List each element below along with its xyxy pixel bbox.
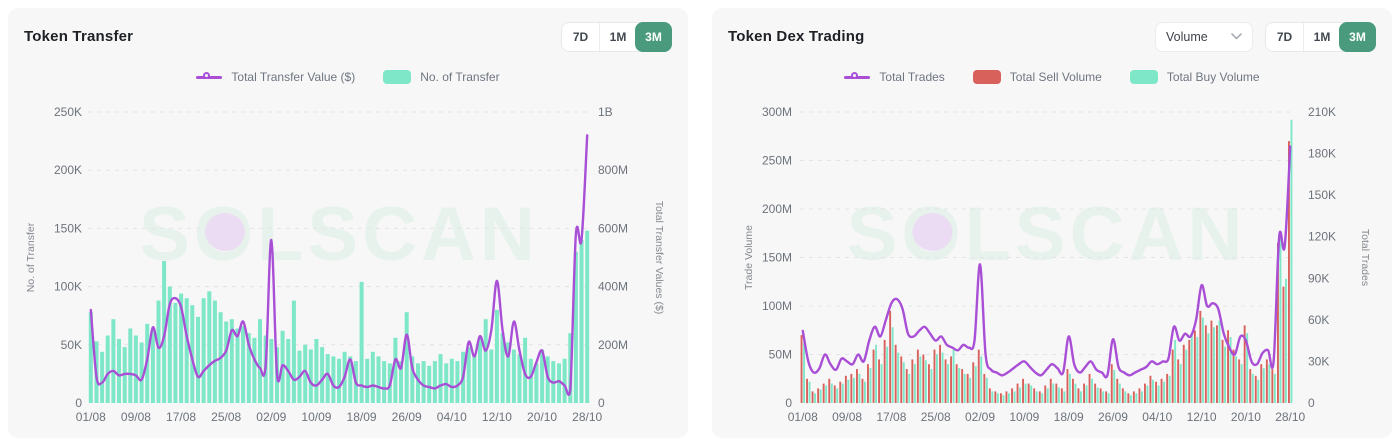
token-dex-trading-panel: Token Dex Trading Volume 7D 1M 3M Total … xyxy=(712,8,1392,438)
svg-text:0: 0 xyxy=(598,396,605,410)
teal-swatch-icon xyxy=(1129,70,1158,84)
svg-text:Total Trades: Total Trades xyxy=(1359,229,1371,286)
svg-text:Total Transfer Values ($): Total Transfer Values ($) xyxy=(653,201,665,315)
svg-text:04/10: 04/10 xyxy=(437,410,467,424)
svg-text:10/09: 10/09 xyxy=(1009,410,1039,424)
svg-text:17/08: 17/08 xyxy=(876,410,906,424)
svg-text:20/10: 20/10 xyxy=(1231,410,1261,424)
legend-item-total-buy-volume[interactable]: Total Buy Volume xyxy=(1129,70,1260,84)
svg-text:210K: 210K xyxy=(1308,105,1336,119)
teal-swatch-icon xyxy=(383,70,412,84)
svg-text:SOLSCAN: SOLSCAN xyxy=(847,192,1247,277)
svg-text:01/08: 01/08 xyxy=(76,410,106,424)
svg-text:200M: 200M xyxy=(762,202,792,216)
svg-text:150K: 150K xyxy=(54,221,82,235)
svg-text:30K: 30K xyxy=(1308,354,1329,368)
range-selector: 7D 1M 3M xyxy=(561,21,672,52)
range-button-3m[interactable]: 3M xyxy=(1339,21,1376,52)
panel-title-token-transfer: Token Transfer xyxy=(24,28,134,45)
svg-text:0: 0 xyxy=(1308,396,1315,410)
svg-text:26/09: 26/09 xyxy=(392,410,422,424)
legend-item-total-sell-volume[interactable]: Total Sell Volume xyxy=(972,70,1102,84)
svg-text:Trade Volume: Trade Volume xyxy=(743,225,755,290)
svg-text:200K: 200K xyxy=(54,163,82,177)
line-circle-marker-icon xyxy=(196,71,223,79)
svg-text:180K: 180K xyxy=(1308,147,1336,161)
legend-item-no-of-transfer[interactable]: No. of Transfer xyxy=(383,70,500,84)
svg-text:120K: 120K xyxy=(1308,230,1336,244)
svg-text:28/10: 28/10 xyxy=(1275,410,1305,424)
token-transfer-chart[interactable]: SOLSCAN 250K 200K 150K 100K 50K 0 1B 800M 600M 400… xyxy=(8,8,688,438)
svg-text:17/08: 17/08 xyxy=(166,410,196,424)
svg-text:09/08: 09/08 xyxy=(832,410,862,424)
svg-text:90K: 90K xyxy=(1308,271,1329,285)
legend-item-total-trades[interactable]: Total Trades xyxy=(844,70,945,84)
line-circle-marker-icon xyxy=(844,71,871,79)
svg-text:250K: 250K xyxy=(54,105,82,119)
token-transfer-header: Token Transfer 7D 1M 3M xyxy=(8,8,688,52)
red-swatch-icon xyxy=(972,70,1001,84)
svg-text:18/09: 18/09 xyxy=(1054,410,1084,424)
svg-text:250M: 250M xyxy=(762,154,792,168)
range-button-3m[interactable]: 3M xyxy=(635,21,672,52)
svg-text:100M: 100M xyxy=(762,299,792,313)
svg-text:12/10: 12/10 xyxy=(482,410,512,424)
svg-text:09/08: 09/08 xyxy=(121,410,151,424)
svg-text:50K: 50K xyxy=(61,338,82,352)
svg-text:SOLSCAN: SOLSCAN xyxy=(139,192,539,277)
svg-text:50M: 50M xyxy=(769,348,792,362)
svg-text:400M: 400M xyxy=(598,280,628,294)
svg-text:0: 0 xyxy=(75,396,82,410)
range-button-1m[interactable]: 1M xyxy=(1303,22,1340,51)
token-transfer-panel: Token Transfer 7D 1M 3M Total Transfer V… xyxy=(8,8,688,438)
svg-text:60K: 60K xyxy=(1308,313,1329,327)
legend-item-total-transfer-value[interactable]: Total Transfer Value ($) xyxy=(196,70,355,84)
svg-text:25/08: 25/08 xyxy=(211,410,241,424)
token-dex-trading-legend: Total Trades Total Sell Volume Total Buy… xyxy=(712,69,1392,85)
svg-text:18/09: 18/09 xyxy=(347,410,377,424)
svg-text:800M: 800M xyxy=(598,163,628,177)
svg-text:1B: 1B xyxy=(598,105,613,119)
svg-text:150M: 150M xyxy=(762,251,792,265)
svg-text:100K: 100K xyxy=(54,280,82,294)
svg-text:04/10: 04/10 xyxy=(1142,410,1172,424)
svg-text:150K: 150K xyxy=(1308,188,1336,202)
range-button-1m[interactable]: 1M xyxy=(599,22,636,51)
range-selector: 7D 1M 3M xyxy=(1265,21,1376,52)
svg-text:No. of Transfer: No. of Transfer xyxy=(25,222,37,292)
token-transfer-legend: Total Transfer Value ($) No. of Transfer xyxy=(8,69,688,85)
svg-text:02/09: 02/09 xyxy=(965,410,995,424)
svg-text:20/10: 20/10 xyxy=(527,410,557,424)
token-dex-trading-chart[interactable]: SOLSCAN 300M 250M 200M 150M 100M 50M 0 210K 180K 1… xyxy=(712,8,1392,438)
svg-text:10/09: 10/09 xyxy=(301,410,331,424)
svg-text:28/10: 28/10 xyxy=(572,410,602,424)
volume-dropdown[interactable]: Volume xyxy=(1155,21,1253,52)
svg-text:12/10: 12/10 xyxy=(1187,410,1217,424)
svg-text:300M: 300M xyxy=(762,105,792,119)
token-dex-trading-header: Token Dex Trading Volume 7D 1M 3M xyxy=(712,8,1392,52)
chevron-down-icon xyxy=(1231,33,1242,40)
svg-text:200M: 200M xyxy=(598,338,628,352)
range-button-7d[interactable]: 7D xyxy=(562,23,599,51)
svg-text:600M: 600M xyxy=(598,221,628,235)
panel-title-token-dex-trading: Token Dex Trading xyxy=(728,28,865,45)
svg-text:01/08: 01/08 xyxy=(788,410,818,424)
range-button-7d[interactable]: 7D xyxy=(1266,23,1303,51)
svg-text:26/09: 26/09 xyxy=(1098,410,1128,424)
svg-text:25/08: 25/08 xyxy=(921,410,951,424)
svg-text:0: 0 xyxy=(785,396,792,410)
svg-text:02/09: 02/09 xyxy=(256,410,286,424)
